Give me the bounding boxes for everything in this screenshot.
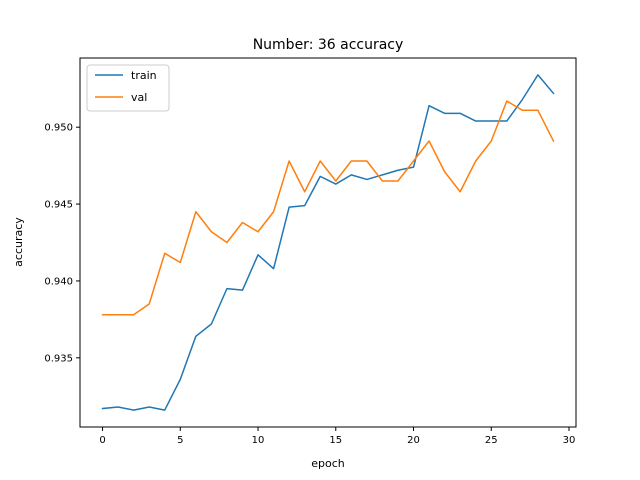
x-axis-label: epoch bbox=[311, 457, 345, 470]
y-tick-label: 0.935 bbox=[44, 353, 73, 364]
chart-title: Number: 36 accuracy bbox=[253, 37, 404, 53]
x-tick-label: 20 bbox=[407, 435, 420, 446]
x-tick-label: 25 bbox=[485, 435, 498, 446]
x-tick-label: 15 bbox=[329, 435, 342, 446]
x-tick-label: 0 bbox=[99, 435, 105, 446]
legend-label-train: train bbox=[131, 69, 157, 82]
x-tick-label: 30 bbox=[563, 435, 576, 446]
series-line-train bbox=[101, 74, 555, 411]
legend-box bbox=[86, 64, 170, 112]
y-tick-label: 0.950 bbox=[44, 123, 73, 134]
y-axis-ticks: 0.935 0.940 0.945 0.950 bbox=[44, 123, 80, 364]
x-tick-label: 5 bbox=[177, 435, 183, 446]
y-tick-label: 0.940 bbox=[44, 276, 73, 287]
plot-area bbox=[79, 57, 577, 428]
x-tick-label: 10 bbox=[252, 435, 265, 446]
y-axis-label: accuracy bbox=[12, 217, 25, 267]
series-line-val bbox=[101, 100, 555, 316]
plot-frame bbox=[79, 57, 577, 428]
y-tick-label: 0.945 bbox=[44, 200, 73, 211]
legend: train val bbox=[86, 64, 170, 112]
series-layer bbox=[101, 74, 555, 411]
legend-label-val: val bbox=[131, 91, 147, 104]
x-axis-ticks: 0 5 10 15 20 25 30 bbox=[99, 427, 575, 446]
